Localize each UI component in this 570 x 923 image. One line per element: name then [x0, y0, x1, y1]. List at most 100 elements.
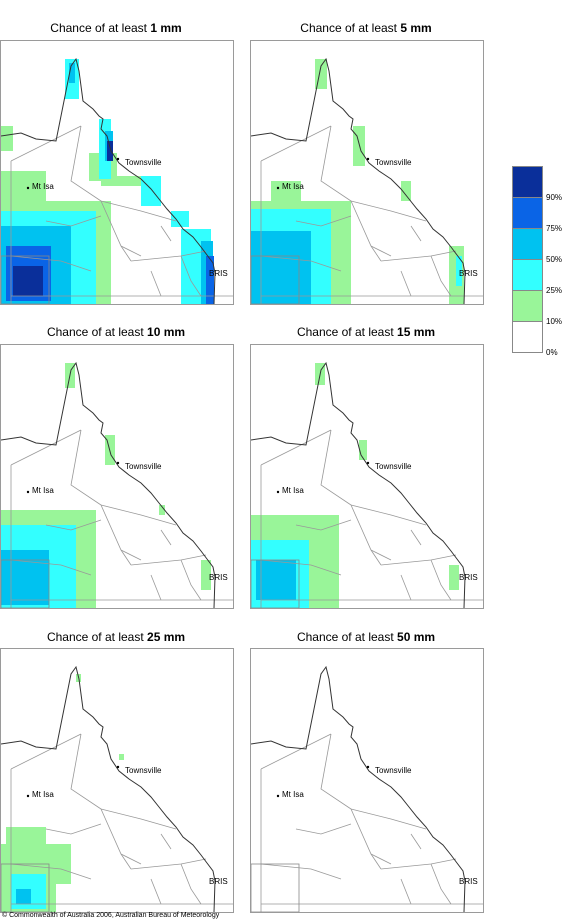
- probability-cell: [119, 754, 124, 760]
- inset-box: [251, 559, 300, 608]
- region-border: [295, 823, 352, 835]
- region-border: [10, 429, 82, 466]
- map-svg: [1, 361, 233, 608]
- probability-cell: [16, 889, 31, 904]
- city-marker: [276, 490, 280, 494]
- region-border: [350, 504, 382, 566]
- legend-swatch-90: [513, 167, 542, 198]
- legend-swatch-10: [513, 291, 542, 322]
- city-marker: [26, 794, 30, 798]
- probability-cell: [101, 176, 141, 186]
- region-border: [380, 250, 457, 262]
- region-border: [410, 833, 422, 850]
- city-label-bris: BRIS: [209, 877, 228, 886]
- legend-label-90: 90%: [546, 193, 563, 202]
- region-border: [260, 429, 332, 466]
- city-label-mt-isa: Mt Isa: [282, 790, 304, 799]
- probability-cell: [171, 211, 189, 227]
- probability-cell: [206, 256, 214, 304]
- probability-cell: [256, 256, 301, 301]
- region-border: [70, 429, 102, 506]
- probability-cell: [159, 505, 165, 515]
- probability-cell: [107, 141, 113, 161]
- probability-cell: [456, 256, 462, 286]
- region-border: [350, 808, 427, 830]
- region-border: [10, 255, 92, 272]
- legend-label-75: 75%: [546, 224, 563, 233]
- legend-label-10: 10%: [546, 317, 563, 326]
- map-svg: [251, 57, 483, 304]
- city-marker: [116, 765, 120, 769]
- city-marker: [366, 461, 370, 465]
- city-label-townsville: Townsville: [375, 158, 412, 167]
- city-marker: [26, 186, 30, 190]
- region-border: [120, 853, 142, 865]
- city-label-bris: BRIS: [209, 573, 228, 582]
- region-border: [400, 270, 412, 297]
- legend-label-0: 0%: [546, 348, 558, 357]
- map-svg: [1, 57, 233, 304]
- region-border: [45, 215, 102, 227]
- city-marker: [276, 186, 280, 190]
- city-marker: [366, 765, 370, 769]
- region-border: [400, 878, 412, 905]
- map-panel-10mm: Townsville Mt Isa BRIS: [0, 344, 234, 609]
- probability-cell: [1, 550, 49, 605]
- region-border: [260, 125, 332, 162]
- region-border: [260, 863, 342, 880]
- region-border: [320, 125, 352, 202]
- region-border: [130, 554, 207, 566]
- city-marker: [116, 461, 120, 465]
- city-label-townsville: Townsville: [125, 462, 162, 471]
- panel-title-10mm: Chance of at least 10 mm: [46, 325, 186, 339]
- city-label-bris: BRIS: [459, 573, 478, 582]
- region-border: [180, 559, 202, 601]
- map-svg: [251, 361, 483, 608]
- region-border: [130, 858, 207, 870]
- region-border: [295, 519, 352, 531]
- city-label-mt-isa: Mt Isa: [32, 486, 54, 495]
- region-border: [100, 504, 132, 566]
- legend-label-50: 50%: [546, 255, 563, 264]
- coastline: [251, 57, 466, 304]
- region-border: [10, 863, 92, 880]
- region-border: [150, 270, 162, 297]
- region-border: [400, 574, 412, 601]
- probability-cell: [449, 565, 459, 590]
- region-border: [380, 858, 457, 870]
- probability-cell: [69, 63, 75, 83]
- region-border: [180, 255, 202, 297]
- region-border: [180, 863, 202, 905]
- region-border: [370, 853, 392, 865]
- inset-box: [1, 559, 50, 608]
- region-border: [150, 574, 162, 601]
- city-label-townsville: Townsville: [125, 766, 162, 775]
- region-border: [320, 429, 352, 506]
- region-border: [350, 808, 382, 870]
- map-svg: [1, 665, 233, 912]
- city-marker: [116, 157, 120, 161]
- region-border: [150, 878, 162, 905]
- map-panel-25mm: Townsville Mt Isa BRIS: [0, 648, 234, 913]
- region-border: [70, 733, 102, 810]
- map-svg: [251, 665, 483, 912]
- city-label-townsville: Townsville: [375, 766, 412, 775]
- probability-cell: [201, 560, 211, 590]
- city-label-bris: BRIS: [209, 269, 228, 278]
- panel-title-25mm: Chance of at least 25 mm: [46, 630, 186, 644]
- region-border: [430, 559, 452, 601]
- region-border: [100, 504, 177, 526]
- coastline: [1, 361, 216, 608]
- region-border: [410, 225, 422, 242]
- panel-title-1mm: Chance of at least 1 mm: [50, 21, 182, 35]
- region-border: [350, 504, 427, 526]
- city-label-mt-isa: Mt Isa: [282, 182, 304, 191]
- region-border: [260, 733, 332, 770]
- region-border: [100, 808, 177, 830]
- probability-cell: [141, 176, 161, 206]
- legend-swatch-50: [513, 229, 542, 260]
- legend-swatch-25: [513, 260, 542, 291]
- region-border: [320, 733, 352, 810]
- probability-cell: [6, 827, 46, 845]
- probability-cell: [13, 266, 43, 296]
